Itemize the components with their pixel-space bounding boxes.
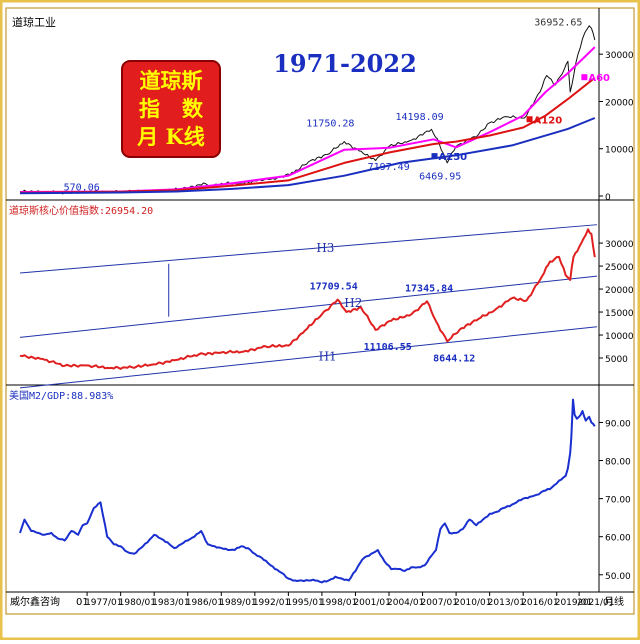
instrument-label: 道琼工业 xyxy=(12,15,56,29)
y-tick-label: 20000 xyxy=(605,286,634,296)
y-tick-label: 30000 xyxy=(605,240,634,250)
core-index-annotation: 17345.84 xyxy=(405,283,453,294)
y-tick-label: 80.00 xyxy=(605,458,631,468)
channel-label-h1: H1 xyxy=(319,349,337,363)
x-tick-label: 1989/01 xyxy=(219,598,256,608)
y-tick-label: 60.00 xyxy=(605,534,631,544)
footer-trail-label: 月线 xyxy=(604,595,624,608)
x-tick-label: 1983/01 xyxy=(152,598,189,608)
m2-gdp-panel: 50.00 60.00 70.00 80.00 90.00 美国M2/GDP:88.983… xyxy=(9,389,631,584)
price-annotation: 11750.28 xyxy=(306,118,354,129)
price-annotation: 6469.95 xyxy=(419,171,461,182)
x-tick-label: 2019/01 xyxy=(555,598,592,608)
x-tick-label: 1977/01 xyxy=(85,598,122,608)
channel-label-h2: H2 xyxy=(344,296,362,310)
y-tick-label: 10000 xyxy=(605,146,634,156)
price-annotation: 36952.65 xyxy=(534,17,582,28)
price-panel: 0 10000 20000 30000 A60 A120 A250 36952.65 11750… xyxy=(19,17,634,203)
x-tick-label: 2001/01 xyxy=(353,598,390,608)
badge-background xyxy=(121,60,221,158)
x-tick-label: 2004/01 xyxy=(387,598,424,608)
core-index-annotation: 8644.12 xyxy=(433,353,475,364)
core-index-annotation: 11106.55 xyxy=(364,342,412,353)
price-annotation: 14198.09 xyxy=(396,112,444,123)
badge-line-3: 月 K线 xyxy=(136,124,205,149)
legend-marker-a250 xyxy=(431,153,438,160)
x-tick-label: 2016/01 xyxy=(521,598,558,608)
y-tick-label: 5000 xyxy=(605,355,628,365)
ma-line-a120 xyxy=(19,77,596,194)
y-tick-label: 30000 xyxy=(605,51,634,61)
core-index-title: 道琼斯核心价值指数:26954.20 xyxy=(9,204,153,217)
y-tick-label: 90.00 xyxy=(605,419,631,429)
y-tick-label: 0 xyxy=(605,193,611,203)
core-index-line xyxy=(19,228,596,370)
y-tick-label: 50.00 xyxy=(605,572,631,582)
y-tick-label: 15000 xyxy=(605,309,634,319)
channel-line-h2 xyxy=(19,275,598,338)
x-tick-label: 1998/01 xyxy=(320,598,357,608)
y-tick-label: 20000 xyxy=(605,98,634,108)
y-tick-label: 25000 xyxy=(605,263,634,273)
y-tick-label: 70.00 xyxy=(605,496,631,506)
channel-label-h3: H3 xyxy=(316,241,334,255)
ma-line-a60 xyxy=(19,46,596,193)
channel-line-h3 xyxy=(19,224,598,274)
x-tick-label: 1986/01 xyxy=(186,598,223,608)
m2-gdp-title: 美国M2/GDP:88.983% xyxy=(9,389,113,402)
legend-marker-a120 xyxy=(526,116,533,123)
core-index-annotation: 17709.54 xyxy=(310,282,358,293)
x-tick-label: 2021/01 xyxy=(577,598,614,608)
x-tick-label: 2013/01 xyxy=(488,598,525,608)
footer-source: 威尔鑫咨询 xyxy=(10,595,60,608)
legend-label-a120: A120 xyxy=(534,115,563,126)
ma-line-a250 xyxy=(19,117,596,195)
y-tick-label: 10000 xyxy=(605,332,634,342)
price-annotation: 7197.49 xyxy=(368,162,410,173)
footer-lead-label: 01 xyxy=(76,597,89,608)
x-tick-label: 2010/01 xyxy=(454,598,491,608)
badge-line-2: 指 数 xyxy=(139,96,204,121)
x-tick-label: 1992/01 xyxy=(253,598,290,608)
legend-label-a60: A60 xyxy=(588,73,610,84)
price-annotation: 570.06 xyxy=(64,182,100,193)
m2-gdp-line xyxy=(19,398,596,584)
x-tick-label: 1995/01 xyxy=(286,598,323,608)
legend-marker-a60 xyxy=(581,74,588,81)
x-tick-label: 1980/01 xyxy=(119,598,156,608)
core-value-panel: 5000 10000 15000 20000 25000 30000 道琼斯核心价值指数:2… xyxy=(9,204,634,389)
badge-line-1: 道琼斯 xyxy=(140,68,203,93)
year-range-title: 1971-2022 xyxy=(273,49,417,78)
title-badge: 道琼斯 指 数 月 K线 xyxy=(121,60,221,158)
x-axis-ticks: 1977/011980/011983/011986/011989/011992/… xyxy=(85,592,614,608)
legend-label-a250: A250 xyxy=(439,152,468,163)
x-tick-label: 2007/01 xyxy=(421,598,458,608)
channel-line-h1 xyxy=(19,326,598,389)
